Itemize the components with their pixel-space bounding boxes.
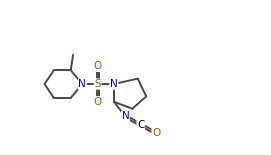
Text: N: N [121, 111, 129, 121]
Text: O: O [93, 61, 102, 71]
Text: O: O [152, 128, 160, 138]
Text: N: N [78, 79, 86, 89]
Text: N: N [110, 79, 118, 89]
Text: O: O [93, 97, 102, 107]
Text: C: C [137, 120, 144, 130]
Text: S: S [94, 79, 101, 89]
